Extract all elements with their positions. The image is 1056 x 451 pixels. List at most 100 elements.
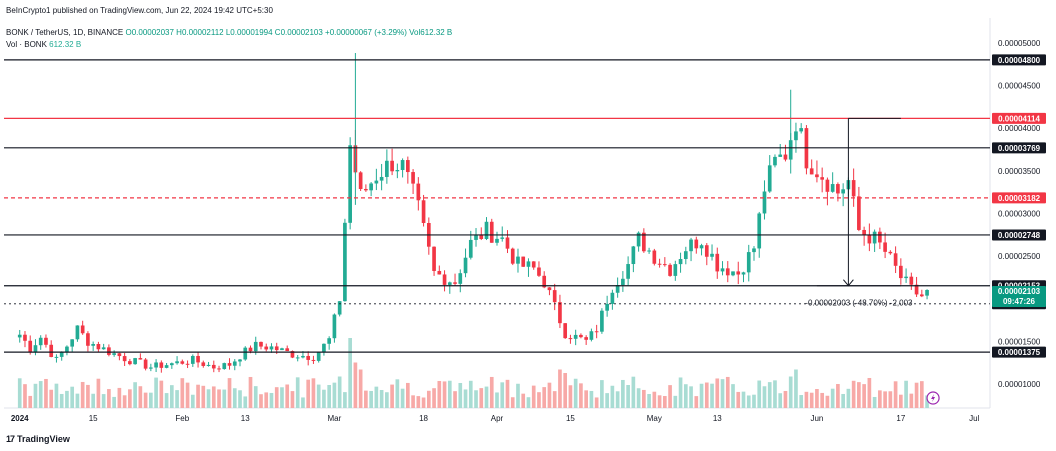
candle-body (479, 234, 484, 239)
candle-body (893, 253, 898, 266)
candle-body (306, 355, 311, 360)
candle-body (169, 363, 174, 366)
x-tick-label: Jun (810, 414, 823, 423)
candle-body (767, 165, 772, 192)
candle-body (23, 334, 27, 341)
volume-bar (825, 395, 830, 408)
candle-body (568, 338, 573, 340)
candle-body (358, 172, 363, 189)
candle-body (862, 229, 866, 235)
candle-body (232, 361, 237, 366)
volume-bar (301, 397, 305, 408)
volume-bar (122, 395, 127, 408)
candle-body (379, 176, 384, 181)
volume-bar (306, 379, 311, 408)
candle-body (720, 268, 725, 272)
candle-body (222, 363, 227, 370)
price-tag (992, 192, 1046, 204)
volume-bar (133, 382, 137, 408)
volume-bar (390, 384, 394, 408)
candle-body (290, 351, 295, 358)
candle-body (563, 323, 568, 339)
candle-body (752, 248, 756, 253)
candle-body (474, 234, 478, 240)
volume-bar (925, 395, 929, 408)
candle-body (86, 333, 90, 346)
volume-bar (883, 391, 887, 408)
horizontal-levels: 0.00004800 0.00004114 0.00003769 0.00003182… (4, 54, 1046, 358)
volume-bar (28, 395, 33, 408)
candle-body (332, 314, 337, 339)
y-tick-label: 0.00003500 (998, 167, 1041, 176)
volume-bar (809, 392, 814, 408)
candle-body (689, 239, 693, 252)
candle-body (773, 156, 777, 166)
candle-body (164, 365, 169, 368)
measure-arrow-icon (843, 279, 854, 287)
volume-bar (746, 395, 751, 408)
candle-body (259, 341, 263, 347)
volume-bar (778, 393, 783, 408)
volume-legend[interactable]: Vol · BONK 612.32 B (6, 40, 81, 49)
candle-body (600, 310, 604, 332)
tradingview-footer[interactable]: 17 TradingView (6, 434, 70, 444)
volume-bar (820, 392, 825, 408)
volume-bar (678, 377, 683, 408)
volume-bar (505, 379, 510, 408)
volume-bar (642, 389, 646, 408)
candle-body (211, 364, 216, 369)
volume-bar (673, 395, 678, 408)
candle-body (505, 237, 510, 249)
volume-bar (206, 389, 211, 408)
candle-body (138, 358, 143, 360)
candle-body (636, 232, 641, 247)
candle-body (605, 303, 609, 311)
volume-bar (804, 391, 809, 408)
price-tag-label: 0.00001375 (998, 348, 1041, 357)
candle-body (552, 290, 557, 303)
volume-bar (406, 382, 410, 408)
candle-body (489, 221, 494, 243)
candle-body (741, 272, 746, 275)
candle-body (521, 256, 526, 267)
candle-body (54, 356, 59, 358)
candle-body (615, 285, 620, 293)
volume-bar (201, 385, 206, 408)
candle-body (594, 331, 599, 333)
x-tick-label: Mar (328, 414, 342, 423)
candle-body (285, 348, 290, 352)
price-tag (992, 229, 1046, 241)
candle-body (925, 289, 929, 296)
candle-body (883, 242, 887, 252)
x-tick-label: Feb (175, 414, 189, 423)
candle-body (390, 160, 394, 172)
candle-body (904, 276, 908, 279)
candle-body (794, 131, 798, 141)
volume-bar (437, 380, 442, 408)
candle-body (809, 168, 814, 175)
countdown-label: 09:47:26 (1003, 297, 1036, 306)
volume-bar (909, 393, 914, 408)
candle-body (678, 259, 683, 265)
candle-body (778, 154, 783, 157)
volume-bar (563, 373, 568, 408)
candle-body (442, 274, 447, 285)
volume-bar (914, 382, 919, 408)
candle-body (788, 140, 793, 160)
candle-body (642, 232, 646, 252)
symbol-legend[interactable]: BONK / TetherUS, 1D, BINANCE O0.00002037… (6, 28, 452, 37)
candle-body (180, 361, 185, 364)
volume-bar (888, 391, 893, 408)
candles (17, 53, 929, 373)
volume-bar (904, 380, 908, 408)
candle-body (33, 345, 38, 352)
last-price-tag (992, 285, 1046, 307)
volume-bar (86, 384, 90, 408)
candle-body (70, 339, 75, 347)
candle-body (495, 238, 499, 243)
volume-bar (159, 380, 164, 408)
candle-body (128, 361, 132, 365)
volume-bar (23, 384, 27, 408)
volume-bar (841, 393, 845, 408)
